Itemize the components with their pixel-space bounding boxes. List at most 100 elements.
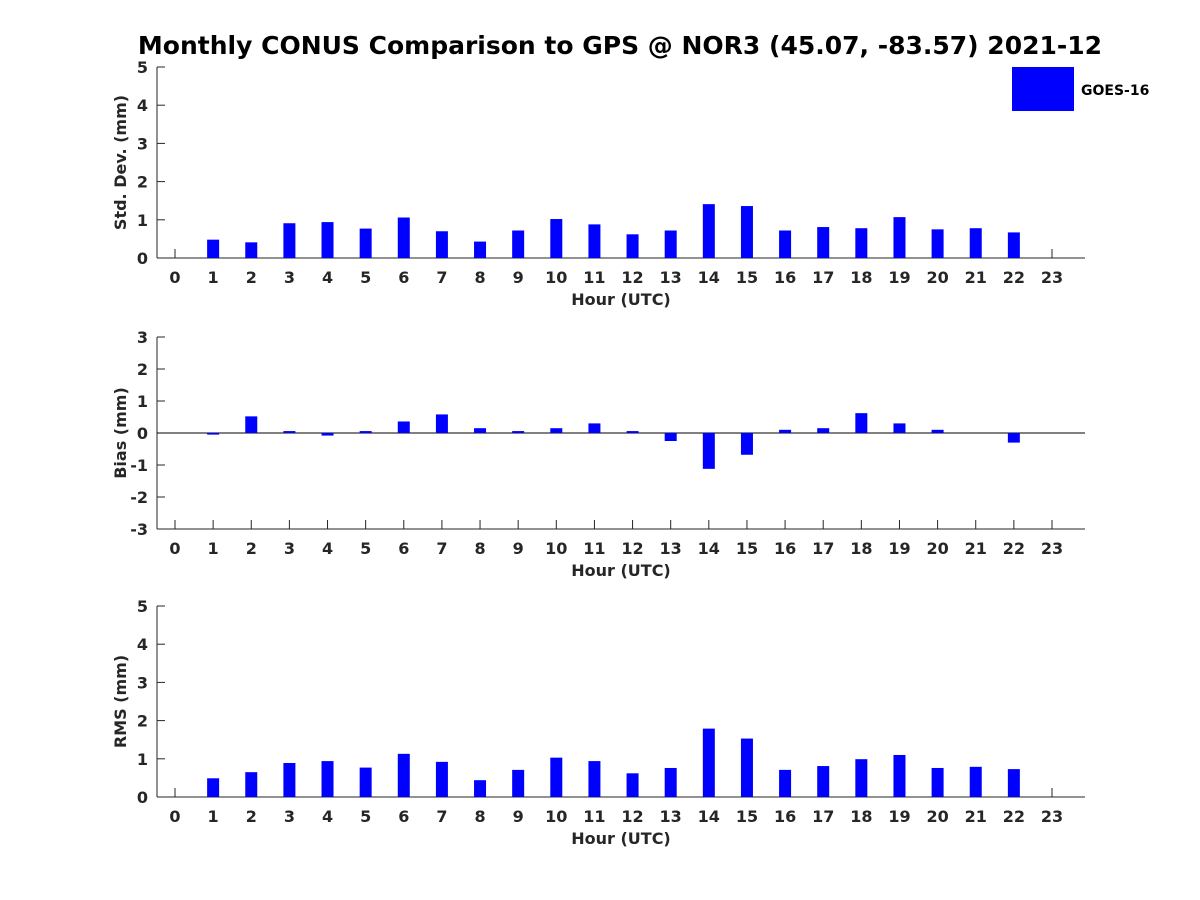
y-axis-label: Std. Dev. (mm)	[111, 95, 130, 230]
legend: GOES-16	[1012, 67, 1149, 111]
legend-label-goes-16: GOES-16	[1081, 83, 1149, 99]
x-tick-label: 9	[513, 268, 524, 287]
bar-hour-7	[435, 414, 448, 433]
x-tick-label: 11	[583, 268, 605, 287]
bar-hour-18	[855, 228, 868, 258]
bar-hour-13	[664, 230, 677, 258]
bar-hour-1	[207, 433, 220, 435]
x-tick-label: 19	[888, 807, 910, 826]
bar-hour-12	[626, 773, 639, 797]
x-tick-label: 15	[736, 807, 758, 826]
bar-hour-15	[740, 206, 753, 258]
x-tick-label: 11	[583, 807, 605, 826]
x-tick-label: 20	[926, 539, 948, 558]
x-tick-label: 1	[208, 807, 219, 826]
bar-hour-19	[893, 754, 906, 797]
y-tick-label: 2	[137, 360, 148, 379]
bar-hour-14	[702, 433, 715, 469]
y-tick-label: -2	[130, 488, 148, 507]
x-tick-label: 9	[513, 539, 524, 558]
x-tick-label: 0	[169, 807, 180, 826]
bar-hour-11	[588, 423, 601, 433]
x-tick-label: 22	[1003, 807, 1025, 826]
y-tick-label: -1	[130, 456, 148, 475]
bar-hour-2	[245, 416, 258, 433]
bar-hour-16	[779, 769, 792, 797]
x-axis-label: Hour (UTC)	[571, 829, 671, 848]
x-tick-label: 21	[965, 539, 987, 558]
x-tick-label: 17	[812, 268, 834, 287]
bar-hour-22	[1007, 769, 1020, 797]
bar-hour-17	[817, 766, 830, 797]
bar-hour-20	[931, 767, 944, 797]
y-tick-label: 0	[137, 249, 148, 268]
bar-hour-15	[740, 433, 753, 455]
bar-hour-12	[626, 234, 639, 258]
bar-hour-14	[702, 728, 715, 797]
bar-hour-8	[474, 428, 487, 433]
bar-hour-8	[474, 780, 487, 797]
y-tick-label: 2	[137, 712, 148, 731]
x-tick-label: 21	[965, 268, 987, 287]
x-tick-label: 22	[1003, 539, 1025, 558]
bar-hour-17	[817, 428, 830, 433]
x-tick-label: 6	[398, 807, 409, 826]
bar-hour-10	[550, 219, 563, 258]
bar-hour-10	[550, 757, 563, 797]
y-tick-label: 3	[137, 673, 148, 692]
y-tick-label: -3	[130, 520, 148, 539]
bar-hour-11	[588, 224, 601, 258]
x-tick-label: 12	[621, 539, 643, 558]
x-tick-label: 7	[436, 539, 447, 558]
bar-hour-18	[855, 759, 868, 797]
x-tick-label: 16	[774, 807, 796, 826]
x-tick-label: 8	[474, 807, 485, 826]
x-tick-label: 3	[284, 807, 295, 826]
x-tick-label: 22	[1003, 268, 1025, 287]
bar-hour-19	[893, 423, 906, 433]
y-tick-label: 2	[137, 173, 148, 192]
x-tick-label: 13	[660, 539, 682, 558]
x-tick-label: 5	[360, 807, 371, 826]
bar-hour-22	[1007, 433, 1020, 443]
x-tick-label: 8	[474, 539, 485, 558]
x-tick-label: 20	[926, 807, 948, 826]
x-axis-label: Hour (UTC)	[571, 290, 671, 309]
bar-hour-4	[321, 433, 334, 436]
bar-hour-3	[283, 431, 296, 433]
y-axis-label: Bias (mm)	[111, 387, 130, 479]
bar-hour-9	[512, 431, 525, 433]
x-tick-label: 0	[169, 539, 180, 558]
y-tick-label: 3	[137, 328, 148, 347]
x-tick-label: 4	[322, 539, 333, 558]
x-tick-label: 7	[436, 268, 447, 287]
bar-hour-5	[359, 228, 372, 258]
x-tick-label: 18	[850, 807, 872, 826]
y-tick-label: 4	[137, 96, 148, 115]
x-tick-label: 2	[246, 539, 257, 558]
y-tick-label: 1	[137, 392, 148, 411]
legend-swatch-goes-16	[1012, 67, 1074, 111]
y-axis-label: RMS (mm)	[111, 655, 130, 748]
y-tick-label: 1	[137, 750, 148, 769]
x-tick-label: 5	[360, 268, 371, 287]
bar-hour-6	[397, 421, 410, 433]
x-tick-label: 18	[850, 539, 872, 558]
x-tick-label: 23	[1041, 539, 1063, 558]
bar-hour-5	[359, 431, 372, 433]
x-tick-label: 2	[246, 268, 257, 287]
x-tick-label: 1	[208, 268, 219, 287]
x-tick-label: 10	[545, 807, 567, 826]
x-tick-label: 8	[474, 268, 485, 287]
bar-hour-5	[359, 767, 372, 797]
x-tick-label: 5	[360, 539, 371, 558]
y-tick-label: 5	[137, 58, 148, 77]
bar-hour-17	[817, 227, 830, 258]
bar-hour-22	[1007, 232, 1020, 258]
bar-hour-3	[283, 763, 296, 797]
y-tick-label: 5	[137, 597, 148, 616]
x-tick-label: 19	[888, 268, 910, 287]
x-tick-label: 0	[169, 268, 180, 287]
